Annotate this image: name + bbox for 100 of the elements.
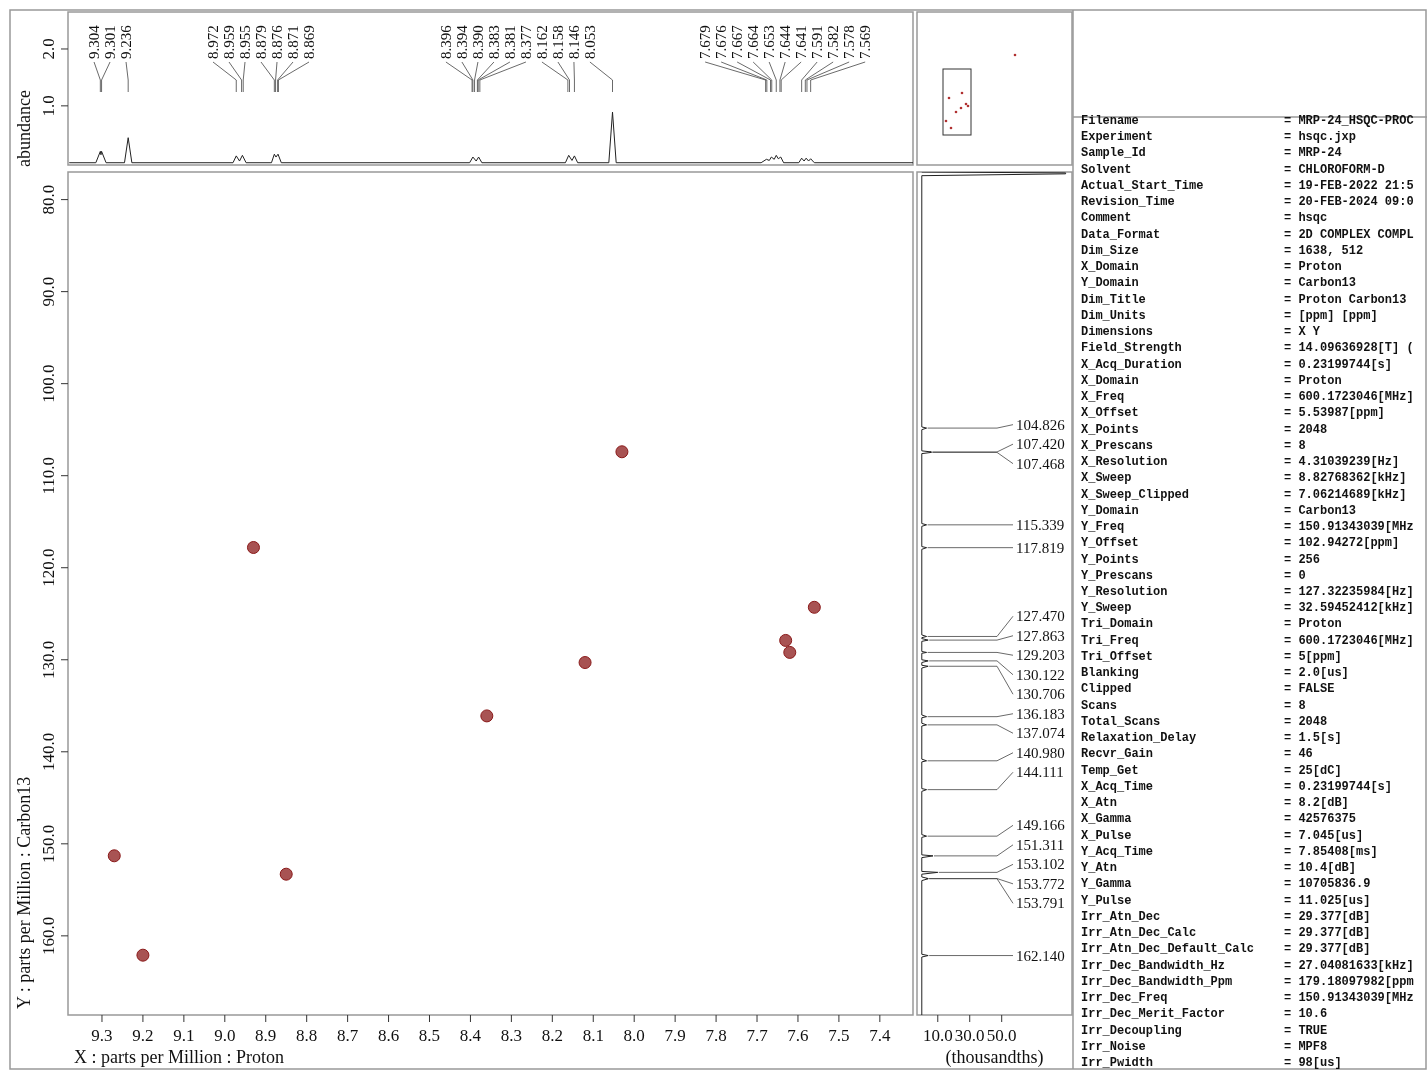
x-tick-label: 8.9: [255, 1026, 277, 1045]
text: X_Pulse: [1081, 828, 1132, 843]
text: = 2D COMPLEX COMPL: [1284, 227, 1414, 242]
annotation: 8.394: [453, 24, 470, 59]
x-tick-label: 8.0: [623, 1026, 645, 1045]
text: Irr_Noise: [1081, 1039, 1146, 1054]
text: Dim_Title: [1081, 292, 1146, 307]
annotation: 9.236: [118, 24, 135, 59]
annotation: 117.819: [1016, 539, 1065, 556]
text: X_Prescans: [1081, 438, 1154, 453]
text: X_Resolution: [1081, 455, 1168, 470]
text: Tri_Offset: [1081, 649, 1154, 664]
text: = 10.4[dB]: [1284, 861, 1357, 876]
x-tick-label: 7.7: [746, 1026, 769, 1045]
x-tick-label: 8.6: [377, 1026, 400, 1045]
text: Field_Strength: [1081, 341, 1182, 356]
text: = Proton: [1284, 373, 1342, 388]
x-tick-label: 8.7: [336, 1026, 359, 1045]
x-tick-label: 7.4: [869, 1026, 891, 1045]
text: X_Freq: [1081, 390, 1125, 405]
text: Solvent: [1081, 162, 1132, 177]
text: = 29.377[dB]: [1284, 926, 1371, 941]
text: = 1.5[s]: [1284, 731, 1342, 746]
text: = 2048: [1284, 422, 1328, 437]
text: Scans: [1081, 698, 1118, 713]
annotation: 7.582: [825, 25, 842, 59]
text: = 98[us]: [1284, 1056, 1342, 1070]
text: = CHLOROFORM-D: [1284, 162, 1385, 177]
text: Experiment: [1081, 130, 1154, 145]
text: X_Acq_Time: [1081, 779, 1154, 794]
text: = 2.0[us]: [1284, 666, 1349, 681]
annotation: 137.074: [1016, 725, 1066, 742]
text: = 256: [1284, 552, 1321, 567]
text: = 8: [1284, 698, 1306, 713]
text: = 5.53987[ppm]: [1284, 406, 1385, 421]
text: = FALSE: [1284, 682, 1335, 697]
annotation: 8.146: [565, 24, 582, 59]
text: Y_Offset: [1081, 536, 1139, 551]
text: = 1638, 512: [1284, 243, 1364, 258]
annotation: 8.162: [533, 25, 550, 59]
annotation: 104.826: [1016, 416, 1066, 433]
x-tick-label: 9.1: [173, 1026, 195, 1045]
text: = Carbon13: [1284, 276, 1357, 291]
annotation: 153.772: [1016, 875, 1065, 892]
text: Y_Freq: [1081, 520, 1125, 535]
text: = Proton: [1284, 617, 1342, 632]
x-tick-label: 9.0: [214, 1026, 236, 1045]
annotation: 7.641: [793, 25, 810, 59]
text: Relaxation_Delay: [1081, 731, 1197, 746]
point: [480, 709, 494, 723]
annotation: 127.863: [1016, 627, 1065, 644]
annotation: 7.591: [809, 25, 826, 59]
x-tick-label: 7.5: [828, 1026, 850, 1045]
text: = 29.377[dB]: [1284, 909, 1371, 924]
text: = 8: [1284, 438, 1306, 453]
point: [578, 656, 592, 670]
point: [246, 540, 260, 554]
text: Y_Pulse: [1081, 893, 1132, 908]
x-axis-title: (thousandths): [945, 1047, 1044, 1068]
text: = 19-FEB-2022 21:5: [1284, 178, 1414, 193]
text: X_Acq_Duration: [1081, 357, 1182, 372]
x-tick-label: 8.8: [296, 1026, 318, 1045]
annotation: 9.301: [102, 25, 119, 59]
annotation: 7.664: [745, 24, 762, 59]
annotation: 107.420: [1016, 436, 1065, 453]
y-axis-title: abundance: [14, 90, 34, 167]
annotation: 8.871: [285, 25, 301, 59]
text: Y_Prescans: [1081, 568, 1154, 583]
point: [779, 633, 793, 647]
text: = 7.06214689[kHz]: [1284, 487, 1407, 502]
y-tick-label: 100.0: [39, 364, 58, 403]
x-tick-label: 9.2: [132, 1026, 154, 1045]
text: Y_Acq_Time: [1081, 844, 1154, 859]
annotation: 151.311: [1016, 836, 1065, 853]
text: Temp_Get: [1081, 763, 1139, 778]
annotation: 130.706: [1016, 686, 1066, 703]
x-tick-label: 8.2: [541, 1026, 563, 1045]
text: = 150.91343039[MHz: [1284, 991, 1414, 1006]
text: Blanking: [1081, 666, 1139, 681]
text: = 14.09636928[T] (: [1284, 341, 1414, 356]
text: = [ppm] [ppm]: [1284, 308, 1378, 323]
text: = 150.91343039[MHz: [1284, 520, 1414, 535]
annotation: 7.644: [777, 24, 794, 59]
annotation: 7.569: [857, 25, 874, 59]
text: Irr_Atn_Dec_Default_Calc: [1081, 942, 1254, 957]
text: Irr_Dec_Freq: [1081, 991, 1168, 1006]
annotation: 136.183: [1016, 705, 1065, 722]
text: Clipped: [1081, 682, 1132, 697]
x-tick-label: 8.5: [418, 1026, 441, 1045]
text: = 8.2[dB]: [1284, 796, 1349, 811]
text: X_Domain: [1081, 373, 1139, 388]
annotation: 9.304: [86, 24, 103, 59]
text: Y_Domain: [1081, 503, 1139, 518]
text: = TRUE: [1284, 1023, 1328, 1038]
annotation: 144.111: [1016, 764, 1064, 781]
y-tick-label: 110.0: [39, 456, 58, 495]
text: Dim_Units: [1081, 308, 1146, 323]
text: Recvr_Gain: [1081, 747, 1154, 762]
text: X_Offset: [1081, 406, 1139, 421]
annotation: 153.102: [1016, 856, 1065, 873]
